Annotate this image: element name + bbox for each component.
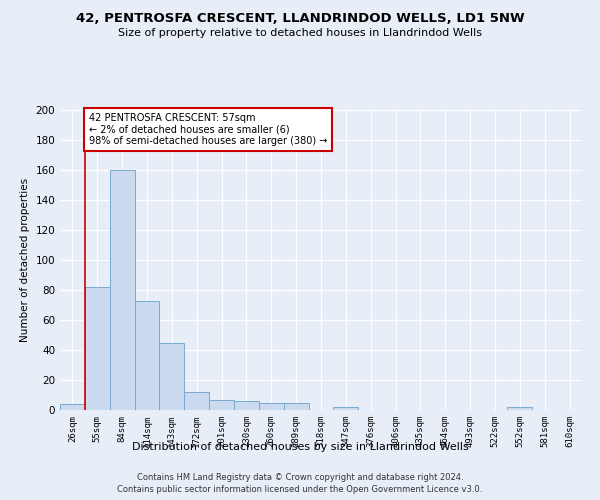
Bar	[184, 392, 209, 410]
Bar	[334, 407, 358, 410]
Bar	[160, 342, 184, 410]
Bar	[284, 402, 308, 410]
Bar	[85, 287, 110, 410]
Bar	[60, 404, 85, 410]
Bar	[134, 300, 160, 410]
Text: Size of property relative to detached houses in Llandrindod Wells: Size of property relative to detached ho…	[118, 28, 482, 38]
Bar	[209, 400, 234, 410]
Bar	[259, 402, 284, 410]
Bar	[508, 407, 532, 410]
Text: Distribution of detached houses by size in Llandrindod Wells: Distribution of detached houses by size …	[131, 442, 469, 452]
Text: 42, PENTROSFA CRESCENT, LLANDRINDOD WELLS, LD1 5NW: 42, PENTROSFA CRESCENT, LLANDRINDOD WELL…	[76, 12, 524, 26]
Text: Contains public sector information licensed under the Open Government Licence v3: Contains public sector information licen…	[118, 485, 482, 494]
Bar	[110, 170, 134, 410]
Text: 42 PENTROSFA CRESCENT: 57sqm
← 2% of detached houses are smaller (6)
98% of semi: 42 PENTROSFA CRESCENT: 57sqm ← 2% of det…	[89, 113, 327, 146]
Text: Contains HM Land Registry data © Crown copyright and database right 2024.: Contains HM Land Registry data © Crown c…	[137, 472, 463, 482]
Bar	[234, 401, 259, 410]
Y-axis label: Number of detached properties: Number of detached properties	[20, 178, 30, 342]
